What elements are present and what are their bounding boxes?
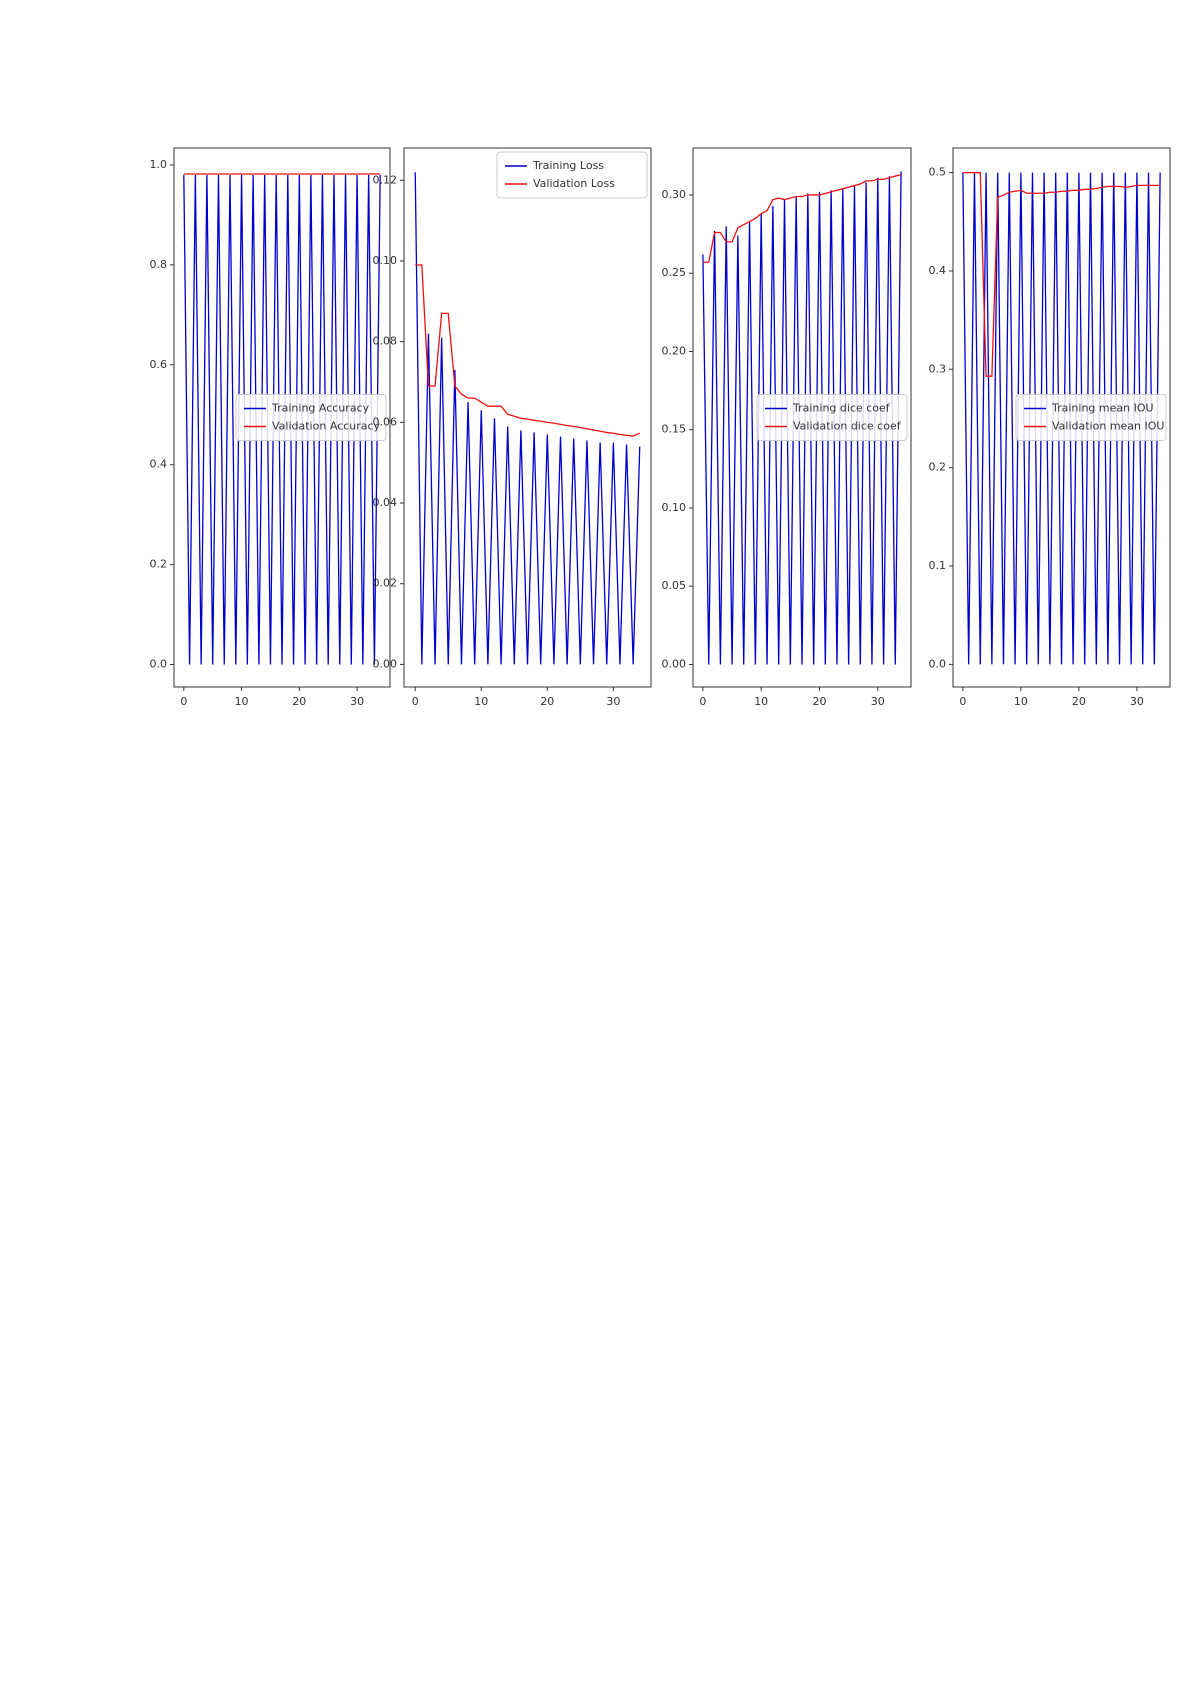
x-tick-label: 10 [754,695,768,708]
legend-box [1015,394,1167,441]
y-tick-label: 0.0 [150,658,168,671]
y-tick-label: 0.10 [373,254,398,267]
x-tick-label: 30 [606,695,620,708]
legend-label: Training mean IOU [1051,402,1154,415]
series-line [702,173,902,263]
legend: Training Accuracy Validation Accuracy [235,394,387,441]
series-line [183,174,381,665]
y-tick-label: 0.3 [929,362,947,375]
series-line [962,171,1161,377]
series-line [962,172,1161,665]
y-tick-label: 0.4 [929,264,947,277]
x-tick-label: 20 [1072,695,1086,708]
y-tick-label: 0.25 [662,266,687,279]
y-tick-label: 0.00 [662,657,687,670]
series-line [702,171,902,665]
x-tick-label: 30 [871,695,885,708]
y-tick-label: 0.06 [373,415,398,428]
legend: Training Loss Validation Loss [496,151,648,199]
plot-frame [173,147,391,688]
y-tick-label: 0.15 [662,423,687,436]
y-tick-label: 0.8 [150,258,168,271]
legend-label: Validation Accuracy [272,420,381,433]
y-tick-label: 0.20 [662,344,687,357]
y-tick-label: 0.04 [373,496,398,509]
x-tick-label: 10 [1014,695,1028,708]
y-tick-label: 0.08 [373,335,398,348]
x-tick-label: 20 [292,695,306,708]
legend-label: Validation mean IOU [1052,420,1164,433]
y-tick-label: 0.4 [150,458,168,471]
x-tick-label: 0 [699,695,706,708]
y-tick-label: 0.1 [929,559,947,572]
x-tick-label: 10 [235,695,249,708]
x-tick-label: 20 [812,695,826,708]
y-tick-label: 0.30 [662,188,687,201]
x-tick-label: 20 [540,695,554,708]
x-tick-label: 30 [1130,695,1144,708]
series-line [414,172,641,665]
y-tick-label: 0.00 [373,657,398,670]
legend-box [756,394,908,441]
x-tick-label: 10 [474,695,488,708]
legend-label: Training Accuracy [271,402,370,415]
y-tick-label: 1.0 [150,158,168,171]
y-tick-label: 0.6 [150,358,168,371]
legend-label: Validation Loss [533,177,615,190]
y-tick-label: 0.10 [662,501,687,514]
legend-label: Training dice coef [792,402,891,415]
x-tick-label: 0 [180,695,187,708]
x-tick-label: 30 [350,695,364,708]
legend-box [496,151,648,199]
plot-frame [952,147,1171,688]
y-tick-label: 0.2 [150,558,168,571]
legend: Training dice coef Validation dice coef [756,394,908,441]
legend-label: Training Loss [532,159,604,172]
y-tick-label: 0.5 [929,166,947,179]
y-tick-label: 0.0 [929,657,947,670]
x-tick-label: 0 [959,695,966,708]
legend: Training mean IOU Validation mean IOU [1015,394,1167,441]
y-tick-label: 0.12 [373,173,398,186]
plot-frame [692,147,912,688]
y-tick-label: 0.02 [373,577,398,590]
legend-label: Validation dice coef [793,420,902,433]
x-tick-label: 0 [412,695,419,708]
y-tick-label: 0.05 [662,579,687,592]
series-line [415,264,641,437]
plot-frame [403,147,652,688]
y-tick-label: 0.2 [929,461,947,474]
legend-box [235,394,387,441]
